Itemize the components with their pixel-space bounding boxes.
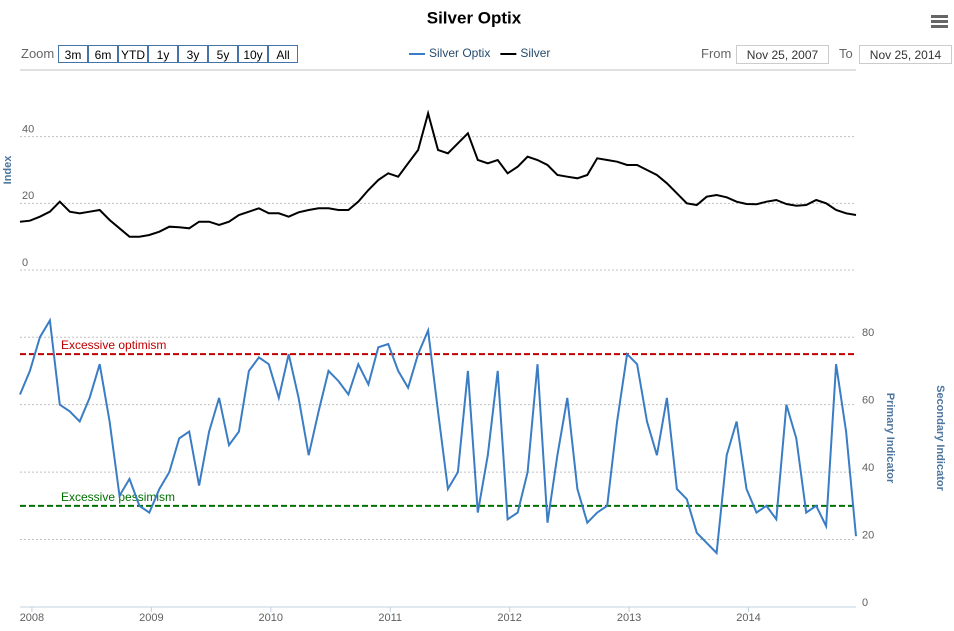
from-date[interactable]: Nov 25, 2007 xyxy=(736,45,829,64)
y2-tick-label: 40 xyxy=(862,462,874,474)
y3-axis-title: Secondary Indicator xyxy=(934,385,946,491)
x-tick-label: 2008 xyxy=(20,612,44,624)
y-tick-label: 0 xyxy=(22,257,28,269)
chart-title: Silver Optix xyxy=(427,8,522,27)
y-tick-label: 40 xyxy=(22,124,34,136)
x-tick-label: 2011 xyxy=(378,612,402,624)
legend-label: Silver Optix xyxy=(429,46,490,60)
y2-tick-label: 0 xyxy=(862,597,868,609)
y-tick-label: 20 xyxy=(22,190,34,202)
y2-tick-label: 60 xyxy=(862,395,874,407)
zoom-button[interactable]: YTD xyxy=(118,45,148,63)
from-label: From xyxy=(701,46,732,61)
series-line xyxy=(19,109,857,238)
zoom-button[interactable]: 3y xyxy=(178,45,208,63)
series-line xyxy=(19,317,857,556)
x-tick-label: 2012 xyxy=(497,612,521,624)
zoom-button[interactable]: 3m xyxy=(58,45,88,63)
legend-label: Silver xyxy=(520,46,550,60)
zoom-label: Zoom xyxy=(21,46,55,61)
zoom-button[interactable]: All xyxy=(268,45,298,63)
zoom-button[interactable]: 1y xyxy=(148,45,178,63)
x-tick-label: 2010 xyxy=(259,612,283,624)
zoom-button[interactable]: 10y xyxy=(238,45,268,63)
plot-line-label: Excessive optimism xyxy=(61,338,166,352)
to-label: To xyxy=(839,46,853,61)
y2-axis-title: Primary Indicator xyxy=(884,393,896,484)
legend-item[interactable]: Silver xyxy=(500,46,550,60)
legend-item[interactable]: Silver Optix xyxy=(409,46,490,60)
zoom-button[interactable]: 6m xyxy=(88,45,118,63)
plot-line-label: Excessive pessimism xyxy=(61,490,175,504)
zoom-button[interactable]: 5y xyxy=(208,45,238,63)
to-date[interactable]: Nov 25, 2014 xyxy=(859,45,952,64)
y-axis-title: Index xyxy=(2,155,14,185)
x-tick-label: 2013 xyxy=(617,612,641,624)
x-tick-label: 2014 xyxy=(736,612,760,624)
x-tick-label: 2009 xyxy=(139,612,163,624)
menu-icon[interactable] xyxy=(931,15,948,28)
y2-tick-label: 20 xyxy=(862,529,874,541)
y2-tick-label: 80 xyxy=(862,327,874,339)
